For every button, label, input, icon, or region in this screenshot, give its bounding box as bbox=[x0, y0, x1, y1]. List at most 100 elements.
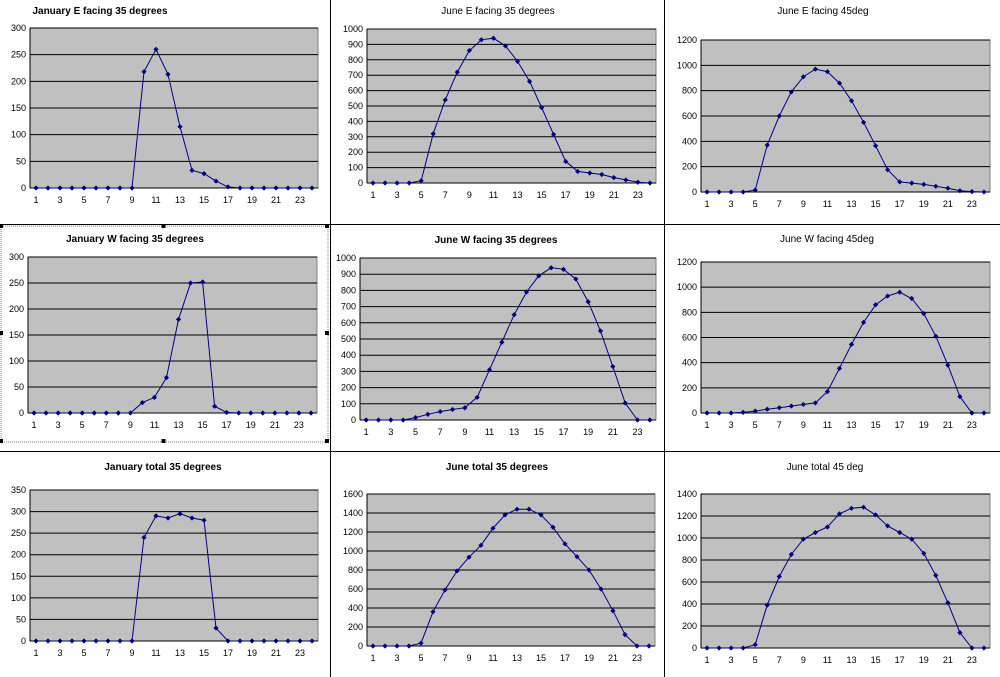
data-point[interactable] bbox=[81, 185, 87, 191]
data-point[interactable] bbox=[788, 403, 794, 409]
selection-handle[interactable] bbox=[0, 439, 3, 443]
chart-cell-june-w-35[interactable]: June W facing 35 degrees 0 100 200 300 400 500… bbox=[331, 225, 664, 451]
chart-cell-june-e-45[interactable]: June E facing 45deg 0 200 400 600 800 1000 1200… bbox=[665, 0, 1000, 224]
data-point[interactable] bbox=[716, 645, 722, 651]
data-point[interactable] bbox=[454, 568, 460, 574]
data-point[interactable] bbox=[249, 638, 255, 644]
data-point[interactable] bbox=[141, 534, 147, 541]
data-point[interactable] bbox=[127, 410, 133, 416]
data-point[interactable] bbox=[141, 69, 147, 75]
data-point[interactable] bbox=[418, 178, 424, 184]
chart-cell-june-total-35[interactable]: June total 35 degrees 0 200 400 600 800 1000 12… bbox=[331, 452, 664, 677]
data-point[interactable] bbox=[514, 506, 520, 512]
data-point[interactable] bbox=[105, 185, 111, 191]
data-point[interactable] bbox=[716, 410, 722, 416]
data-point[interactable] bbox=[117, 638, 123, 644]
data-point[interactable] bbox=[129, 185, 135, 191]
selection-handle[interactable] bbox=[161, 439, 166, 443]
chart-january-w-35[interactable]: January W facing 35 degrees 0 50 100 150 200 2… bbox=[0, 224, 330, 451]
chart-january-total-35[interactable]: January total 35 degrees 0 50 100 150 200 250 3… bbox=[0, 452, 330, 677]
data-point[interactable] bbox=[752, 187, 758, 193]
data-point[interactable] bbox=[225, 184, 231, 190]
data-point[interactable] bbox=[478, 542, 484, 548]
data-point[interactable] bbox=[430, 609, 436, 615]
data-point[interactable] bbox=[236, 410, 242, 416]
data-point[interactable] bbox=[69, 638, 75, 644]
data-point[interactable] bbox=[201, 171, 207, 177]
data-point[interactable] bbox=[704, 410, 710, 416]
data-point[interactable] bbox=[57, 638, 63, 644]
data-point[interactable] bbox=[93, 185, 99, 191]
data-point[interactable] bbox=[400, 417, 406, 423]
data-point[interactable] bbox=[212, 403, 218, 409]
data-point[interactable] bbox=[237, 638, 243, 644]
data-point[interactable] bbox=[599, 171, 605, 178]
data-point[interactable] bbox=[945, 600, 951, 606]
selection-handle[interactable] bbox=[0, 224, 3, 228]
data-point[interactable] bbox=[297, 638, 303, 644]
data-point[interactable] bbox=[45, 185, 51, 191]
chart-cell-january-w-35[interactable]: January W facing 35 degrees 0 50 100 150 200 2… bbox=[0, 224, 330, 451]
data-point[interactable] bbox=[981, 410, 987, 416]
data-point[interactable] bbox=[897, 529, 903, 536]
data-point[interactable] bbox=[309, 185, 315, 191]
data-point[interactable] bbox=[981, 645, 987, 651]
data-point[interactable] bbox=[213, 625, 219, 631]
data-point[interactable] bbox=[165, 71, 171, 77]
data-point[interactable] bbox=[33, 638, 39, 644]
data-point[interactable] bbox=[382, 643, 388, 649]
data-point[interactable] bbox=[388, 417, 394, 423]
chart-cell-january-total-35[interactable]: January total 35 degrees 0 50 100 150 200 250 3… bbox=[0, 452, 330, 677]
data-point[interactable] bbox=[897, 289, 903, 295]
data-point[interactable] bbox=[634, 643, 640, 649]
selection-handle[interactable] bbox=[161, 224, 166, 228]
data-point[interactable] bbox=[442, 587, 448, 593]
data-point[interactable] bbox=[81, 638, 87, 644]
data-point[interactable] bbox=[848, 341, 855, 348]
data-point[interactable] bbox=[921, 310, 927, 317]
data-point[interactable] bbox=[105, 638, 111, 644]
data-point[interactable] bbox=[370, 643, 376, 649]
data-point[interactable] bbox=[225, 638, 231, 644]
data-point[interactable] bbox=[623, 177, 629, 183]
data-point[interactable] bbox=[273, 638, 279, 644]
data-point[interactable] bbox=[309, 638, 315, 644]
data-point[interactable] bbox=[897, 179, 903, 185]
data-point[interactable] bbox=[129, 638, 135, 644]
data-point[interactable] bbox=[490, 525, 496, 531]
data-point[interactable] bbox=[824, 69, 831, 75]
chart-cell-june-total-45[interactable]: June total 45 deg 0 200 400 600 800 1000 1200 14… bbox=[665, 452, 1000, 677]
data-point[interactable] bbox=[945, 185, 951, 191]
data-point[interactable] bbox=[33, 185, 39, 191]
data-point[interactable] bbox=[79, 410, 85, 416]
data-point[interactable] bbox=[574, 554, 580, 560]
data-point[interactable] bbox=[598, 586, 604, 592]
data-point[interactable] bbox=[91, 410, 97, 416]
data-point[interactable] bbox=[296, 410, 302, 416]
data-point[interactable] bbox=[563, 158, 569, 165]
data-point[interactable] bbox=[728, 410, 734, 416]
data-point[interactable] bbox=[189, 515, 195, 521]
data-point[interactable] bbox=[716, 189, 722, 195]
data-point[interactable] bbox=[526, 506, 532, 512]
data-point[interactable] bbox=[562, 541, 568, 547]
data-point[interactable] bbox=[969, 189, 975, 195]
selection-handle[interactable] bbox=[325, 439, 329, 443]
data-point[interactable] bbox=[165, 515, 171, 521]
data-point[interactable] bbox=[189, 167, 195, 173]
data-point[interactable] bbox=[502, 512, 508, 518]
data-point[interactable] bbox=[550, 524, 556, 530]
data-point[interactable] bbox=[824, 524, 831, 530]
data-point[interactable] bbox=[860, 119, 867, 125]
data-point[interactable] bbox=[103, 410, 109, 416]
data-point[interactable] bbox=[272, 410, 278, 416]
chart-cell-january-e-35[interactable]: January E facing 35 degrees 0 50 100 150 200 2… bbox=[0, 0, 330, 224]
data-point[interactable] bbox=[57, 185, 63, 191]
data-point[interactable] bbox=[587, 170, 593, 176]
data-point[interactable] bbox=[957, 630, 963, 636]
chart-june-total-35[interactable]: June total 35 degrees0200400600800100012… bbox=[331, 452, 664, 677]
data-point[interactable] bbox=[45, 638, 51, 644]
data-point[interactable] bbox=[526, 78, 533, 84]
data-point[interactable] bbox=[610, 363, 616, 370]
data-point[interactable] bbox=[237, 185, 243, 191]
